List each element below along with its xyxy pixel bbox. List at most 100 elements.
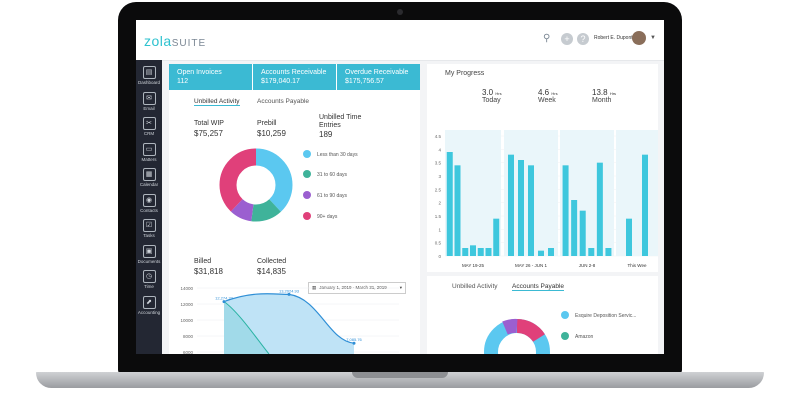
billing-card: Open Invoices 112 Accounts Receivable $179… xyxy=(169,64,420,354)
y-tick-label: 3 xyxy=(438,174,441,179)
area-point[interactable] xyxy=(287,292,291,296)
calendar-icon: ▦ xyxy=(142,168,156,181)
payable-legend-dot-2 xyxy=(561,332,569,340)
progress-bar[interactable] xyxy=(518,160,524,256)
sidebar-item-time[interactable]: ◷ Time xyxy=(136,270,162,289)
sidebar-item-label: CRM xyxy=(143,131,155,136)
sidebar-item-email[interactable]: ✉ Email xyxy=(136,91,162,111)
progress-bar[interactable] xyxy=(485,248,492,256)
donut-slice-1[interactable] xyxy=(219,148,293,222)
area-fill-2 xyxy=(224,301,269,354)
kpi-accounts-receivable[interactable]: Accounts Receivable $179,040.17 xyxy=(253,64,336,90)
tab-unbilled-activity-2[interactable]: Unbilled Activity xyxy=(452,283,498,290)
progress-bar[interactable] xyxy=(470,245,476,256)
sidebar-item-label: Dashboard xyxy=(137,80,160,85)
legend-dot-less-30 xyxy=(303,150,311,158)
y-tick-label: 0.5 xyxy=(435,241,442,246)
prebill-label: Prebill xyxy=(257,120,277,127)
top-bar: zolaSUITE ⚲ + ? Robert E. Dupont ▼ xyxy=(136,20,664,61)
avatar[interactable] xyxy=(632,31,646,45)
help-icon[interactable]: ? xyxy=(577,33,589,45)
month-hours: 13.8 Hrs xyxy=(592,88,617,97)
progress-bar[interactable] xyxy=(528,165,534,256)
progress-bar[interactable] xyxy=(446,152,453,256)
app-logo[interactable]: zolaSUITE xyxy=(144,33,207,49)
sidebar-item-accounting[interactable]: ⬈ Accounting xyxy=(136,295,162,315)
dashboard-icon: ▤ xyxy=(142,66,156,79)
user-name[interactable]: Robert E. Dupont xyxy=(594,35,633,41)
briefcase-icon: ▭ xyxy=(142,142,156,156)
week-label: This Wee xyxy=(628,263,647,268)
sidebar-item-calendar[interactable]: ▦ Calendar xyxy=(136,168,162,187)
today-label: Today xyxy=(482,97,501,104)
progress-bar[interactable] xyxy=(579,210,586,256)
sidebar-item-dashboard[interactable]: ▤ Dashboard xyxy=(136,66,162,85)
tab-accounts-payable-2[interactable]: Accounts Payable xyxy=(512,283,565,291)
donut-slice-3[interactable] xyxy=(219,148,293,222)
y-tick-label: 2.5 xyxy=(435,187,442,192)
kpi-overdue-receivable[interactable]: Overdue Receivable $175,756.57 xyxy=(337,64,420,90)
y-tick-label: 14000 xyxy=(180,286,193,291)
progress-bar[interactable] xyxy=(462,248,469,256)
progress-bar[interactable] xyxy=(626,218,632,256)
documents-icon: ▣ xyxy=(142,244,156,258)
sidebar-item-tasks[interactable]: ☑ Tasks xyxy=(136,219,162,238)
tab-accounts-payable[interactable]: Accounts Payable xyxy=(257,98,310,105)
progress-bar[interactable] xyxy=(642,154,648,256)
y-tick-label: 8000 xyxy=(183,334,194,339)
sidebar-item-crm[interactable]: ✂ CRM xyxy=(136,117,162,136)
y-tick-label: 1.5 xyxy=(435,214,442,219)
add-icon[interactable]: + xyxy=(561,33,573,45)
progress-bar[interactable] xyxy=(548,248,554,256)
payable-legend-2: Amazon xyxy=(575,334,594,340)
area-point[interactable] xyxy=(352,341,356,345)
calendar-icon: ▦ xyxy=(312,285,317,290)
crm-icon: ✂ xyxy=(142,117,156,130)
billed-value: $31,818 xyxy=(194,267,223,276)
progress-bar[interactable] xyxy=(571,200,578,256)
unbilled-label: Unbilled Time xyxy=(319,114,362,121)
progress-bar[interactable] xyxy=(493,218,500,256)
week-panel xyxy=(560,130,614,256)
week-panel xyxy=(616,130,658,256)
area-point-label: 13,2024.93 xyxy=(279,288,300,293)
progress-card: My Progress 3.0 Hrs Today 4.6 Hrs Week 1… xyxy=(427,64,658,272)
progress-bar[interactable] xyxy=(562,165,569,256)
tab-unbilled-activity[interactable]: Unbilled Activity xyxy=(194,98,240,106)
y-tick-label: 2 xyxy=(438,201,441,206)
prebill-value: $10,259 xyxy=(257,129,286,138)
progress-bar[interactable] xyxy=(508,154,514,256)
mail-icon: ✉ xyxy=(142,91,156,105)
legend-61-90: 61 to 90 days xyxy=(317,193,348,199)
legend-31-60: 31 to 60 days xyxy=(317,172,348,178)
progress-bar[interactable] xyxy=(477,248,484,256)
progress-bar[interactable] xyxy=(596,162,603,256)
sidebar-item-documents[interactable]: ▣ Documents xyxy=(136,244,162,264)
y-tick-label: 12000 xyxy=(180,302,193,307)
search-icon[interactable]: ⚲ xyxy=(543,33,551,44)
progress-bar[interactable] xyxy=(538,250,544,256)
kpi-open-invoices[interactable]: Open Invoices 112 xyxy=(169,64,252,90)
y-tick-label: 6000 xyxy=(183,350,194,354)
payable-legend-1: Esquire Deposition Servic... xyxy=(575,313,637,319)
area-point[interactable] xyxy=(222,300,226,304)
progress-bar[interactable] xyxy=(454,165,461,256)
sidebar-item-contacts[interactable]: ◉ Contacts xyxy=(136,193,162,213)
y-tick-label: 0 xyxy=(438,254,441,259)
y-tick-label: 3.5 xyxy=(435,161,442,166)
week-label: MAY 26 - JUN 1 xyxy=(515,263,548,268)
sidebar-item-matters[interactable]: ▭ Matters xyxy=(136,142,162,162)
laptop-base xyxy=(36,372,764,388)
billed-label: Billed xyxy=(194,258,212,265)
payable-donut-chart xyxy=(484,318,550,354)
app-screen: zolaSUITE ⚲ + ? Robert E. Dupont ▼ ▤ Dash… xyxy=(136,20,664,354)
aging-donut-chart xyxy=(219,148,293,222)
area-point-label: 12,274.22 xyxy=(215,296,234,301)
y-tick-label: 4.5 xyxy=(435,134,442,139)
progress-bar[interactable] xyxy=(605,248,612,256)
payable-donut-segment-3 xyxy=(502,318,518,335)
y-tick-label: 4 xyxy=(438,147,441,152)
progress-bar[interactable] xyxy=(588,248,595,256)
chevron-down-icon[interactable]: ▼ xyxy=(650,35,656,41)
legend-dot-90-plus xyxy=(303,212,311,220)
